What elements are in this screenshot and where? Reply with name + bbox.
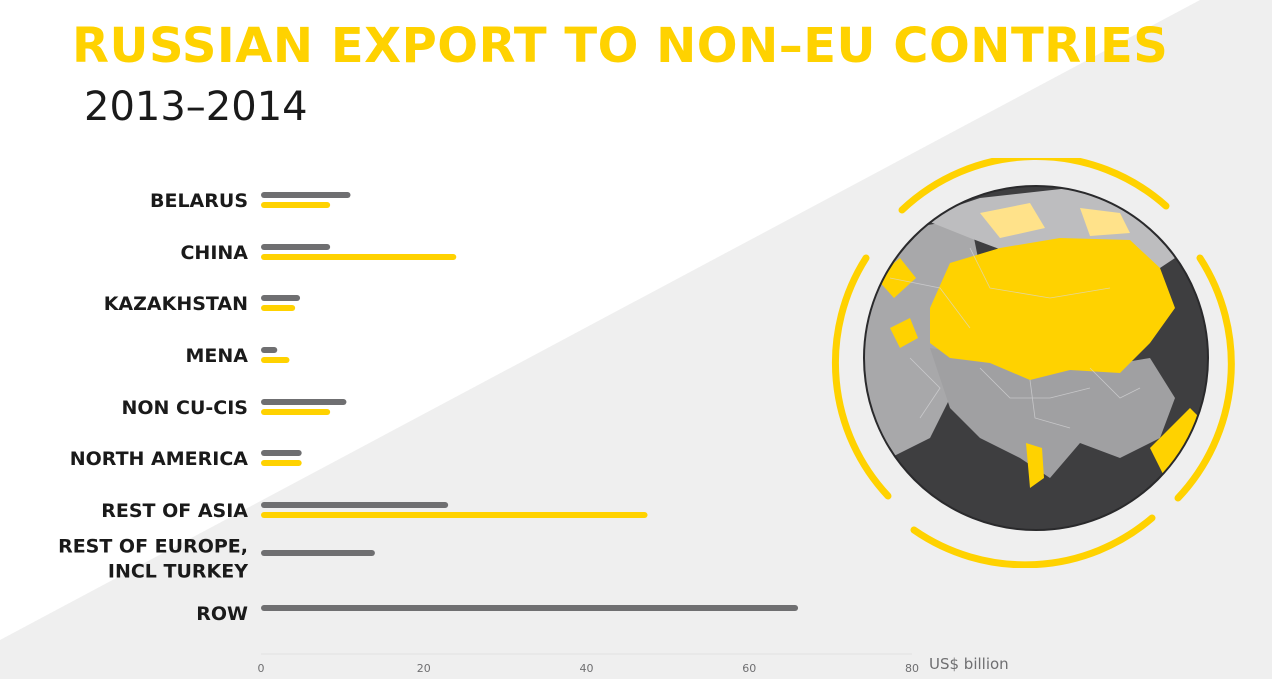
globe-ring (831, 158, 1235, 568)
country-borders (889, 247, 1141, 429)
category-label: NON CU-CIS (121, 397, 248, 419)
highlight-india-region (1026, 443, 1044, 488)
x-tick-label: 80 (905, 662, 919, 675)
russia-highlight (930, 238, 1175, 380)
bar (261, 254, 457, 260)
x-tick-label: 40 (580, 662, 594, 675)
category-label: MENA (186, 345, 249, 367)
bar (261, 202, 331, 208)
highlight-northeast-region (1080, 208, 1130, 236)
bar (261, 460, 302, 466)
highlight-north-region (980, 203, 1045, 238)
bar (261, 399, 347, 405)
x-axis-label: US$ billion (929, 655, 1009, 673)
bar (261, 605, 799, 611)
bar (261, 295, 301, 301)
x-tick-label: 20 (417, 662, 431, 675)
bar (261, 305, 296, 311)
category-label: INCL TURKEY (108, 561, 248, 583)
category-label: ROW (196, 603, 248, 625)
chart-title: RUSSIAN EXPORT TO NON–EU CONTRIES (72, 18, 1169, 74)
highlight-west-region (890, 318, 918, 348)
category-label: NORTH AMERICA (70, 448, 249, 470)
bar (261, 244, 331, 250)
bar (261, 192, 351, 198)
category-label: CHINA (180, 242, 248, 264)
bar (261, 550, 375, 556)
globe-shading (863, 185, 1209, 531)
bar (261, 347, 278, 353)
category-label: BELARUS (150, 190, 248, 212)
chart-subtitle: 2013–2014 (84, 84, 308, 130)
category-label: KAZAKHSTAN (104, 293, 248, 315)
category-label: REST OF EUROPE, (58, 536, 248, 558)
bar (261, 502, 449, 508)
globe-illustration (831, 158, 1235, 568)
x-tick-label: 0 (258, 662, 265, 675)
x-tick-label: 60 (742, 662, 756, 675)
category-label: REST OF ASIA (101, 500, 248, 522)
bar (261, 409, 331, 415)
bar (261, 450, 302, 456)
bar (261, 512, 648, 518)
bar (261, 357, 290, 363)
landmass-asia (930, 348, 1175, 478)
highlight-europe-region (876, 258, 916, 298)
